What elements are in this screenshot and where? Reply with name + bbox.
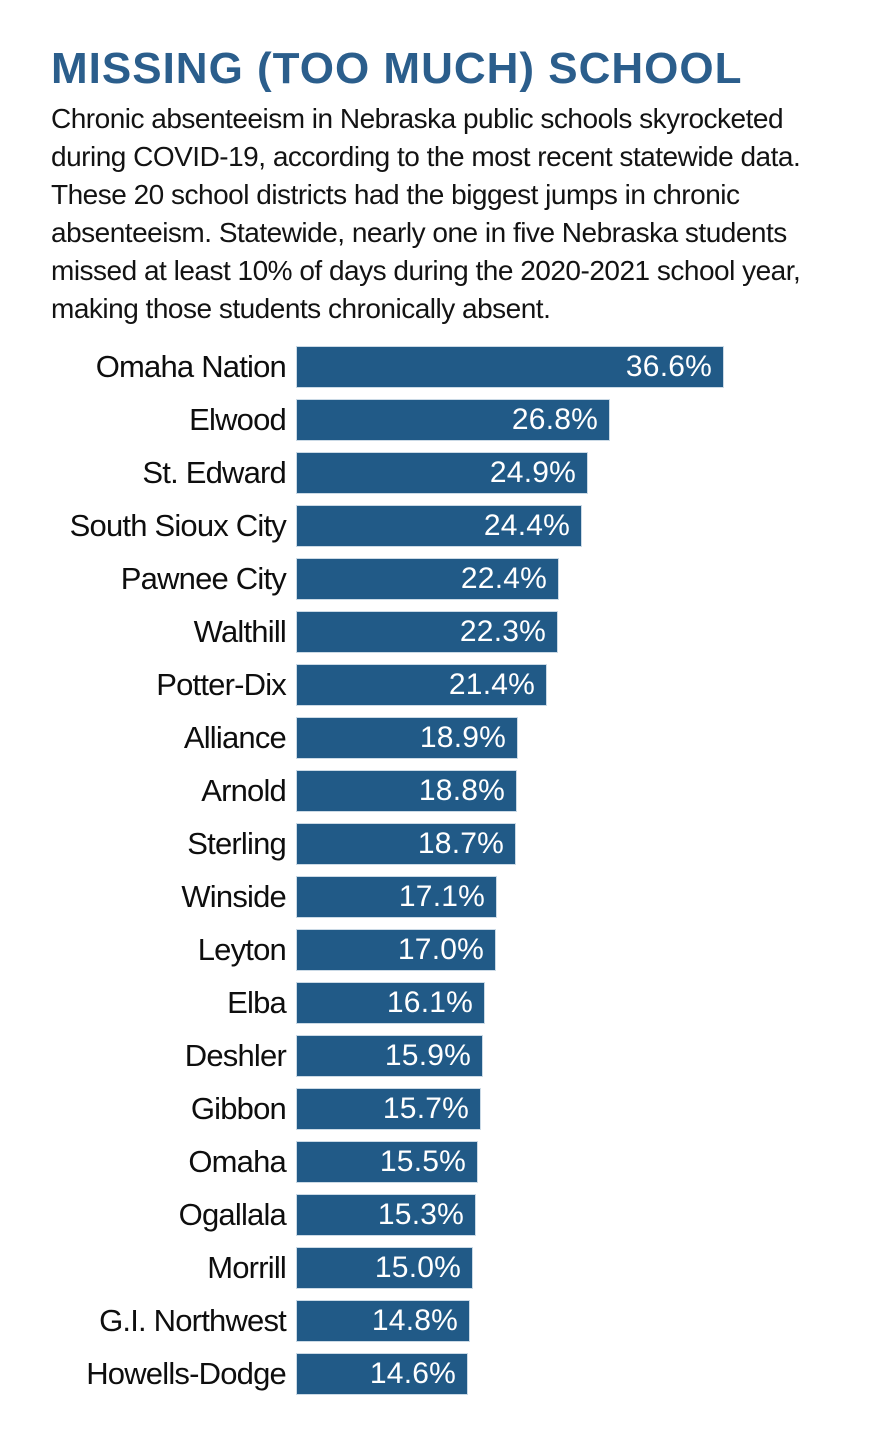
bar: 24.9%	[297, 453, 587, 493]
value-label: 15.3%	[377, 1198, 464, 1231]
bar-row: Omaha Nation 36.6%	[51, 347, 840, 387]
value-label: 18.8%	[418, 774, 505, 807]
value-label: 17.0%	[397, 933, 484, 966]
bar-row: Alliance 18.9%	[51, 718, 840, 758]
bar-row: Deshler 15.9%	[51, 1036, 840, 1076]
bar-row: South Sioux City 24.4%	[51, 506, 840, 546]
bar-row: Leyton 17.0%	[51, 930, 840, 970]
value-label: 36.6%	[625, 350, 712, 383]
value-label: 21.4%	[448, 668, 535, 701]
bar: 18.8%	[297, 771, 516, 811]
value-label: 18.7%	[417, 827, 504, 860]
value-label: 22.4%	[460, 562, 547, 595]
bar: 14.8%	[297, 1301, 469, 1341]
value-label: 14.6%	[369, 1357, 456, 1390]
bar: 24.4%	[297, 506, 581, 546]
bar-chart: Omaha Nation 36.6% Elwood 26.8% St. Edwa…	[51, 347, 840, 1394]
bar-row: Elba 16.1%	[51, 983, 840, 1023]
bar: 15.9%	[297, 1036, 482, 1076]
value-label: 14.8%	[371, 1304, 458, 1337]
intro-paragraph: Chronic absenteeism in Nebraska public s…	[51, 103, 801, 324]
category-label: Potter-Dix	[156, 667, 287, 702]
bar-row: Pawnee City 22.4%	[51, 559, 840, 599]
category-label: Gibbon	[190, 1091, 287, 1126]
value-label: 17.1%	[398, 880, 485, 913]
category-label: Omaha Nation	[95, 349, 287, 384]
bar-row: Elwood 26.8%	[51, 400, 840, 440]
bar-row: G.I. Northwest 14.8%	[51, 1301, 840, 1341]
category-label: G.I. Northwest	[99, 1303, 287, 1338]
value-label: 16.1%	[386, 986, 473, 1019]
bar: 21.4%	[297, 665, 546, 705]
page-title: MISSING (TOO MUCH) SCHOOL	[51, 44, 743, 93]
bar: 16.1%	[297, 983, 484, 1023]
bar: 15.5%	[297, 1142, 477, 1182]
bar-row: Sterling 18.7%	[51, 824, 840, 864]
category-label: Pawnee City	[120, 561, 287, 596]
category-label: Elba	[227, 985, 287, 1020]
category-label: Arnold	[201, 773, 287, 808]
category-label: Leyton	[197, 932, 287, 967]
value-label: 15.7%	[382, 1092, 469, 1125]
bar: 36.6%	[297, 347, 723, 387]
bar-row: Winside 17.1%	[51, 877, 840, 917]
bar: 18.7%	[297, 824, 515, 864]
value-label: 15.5%	[379, 1145, 466, 1178]
category-label: Omaha	[188, 1144, 286, 1179]
bar: 15.0%	[297, 1248, 472, 1288]
bar-row: St. Edward 24.9%	[51, 453, 840, 493]
bar-row: Ogallala 15.3%	[51, 1195, 840, 1235]
bar: 15.3%	[297, 1195, 475, 1235]
category-label: St. Edward	[142, 455, 286, 490]
value-label: 24.9%	[489, 456, 576, 489]
value-label: 22.3%	[459, 615, 546, 648]
bar: 26.8%	[297, 400, 609, 440]
bar-row: Morrill 15.0%	[51, 1248, 840, 1288]
category-label: Morrill	[207, 1250, 287, 1285]
bar-row: Omaha 15.5%	[51, 1142, 840, 1182]
bar: 15.7%	[297, 1089, 480, 1129]
category-label: South Sioux City	[69, 508, 287, 543]
bar-row: Howells-Dodge 14.6%	[51, 1354, 840, 1394]
bar: 18.9%	[297, 718, 517, 758]
value-label: 15.9%	[384, 1039, 471, 1072]
category-label: Alliance	[183, 720, 287, 755]
bar: 14.6%	[297, 1354, 467, 1394]
category-label: Deshler	[184, 1038, 287, 1073]
category-label: Walthill	[193, 614, 287, 649]
category-label: Sterling	[187, 826, 287, 861]
category-label: Howells-Dodge	[86, 1356, 287, 1391]
bar: 17.1%	[297, 877, 496, 917]
category-label: Winside	[181, 879, 286, 914]
value-label: 26.8%	[511, 403, 598, 436]
bar: 22.3%	[297, 612, 557, 652]
bar: 22.4%	[297, 559, 558, 599]
value-label: 24.4%	[483, 509, 570, 542]
bar-row: Arnold 18.8%	[51, 771, 840, 811]
category-label: Ogallala	[178, 1197, 287, 1232]
bar: 17.0%	[297, 930, 495, 970]
value-label: 18.9%	[419, 721, 506, 754]
bar-row: Potter-Dix 21.4%	[51, 665, 840, 705]
category-label: Elwood	[189, 402, 287, 437]
bar-row: Walthill 22.3%	[51, 612, 840, 652]
bar-row: Gibbon 15.7%	[51, 1089, 840, 1129]
value-label: 15.0%	[374, 1251, 461, 1284]
